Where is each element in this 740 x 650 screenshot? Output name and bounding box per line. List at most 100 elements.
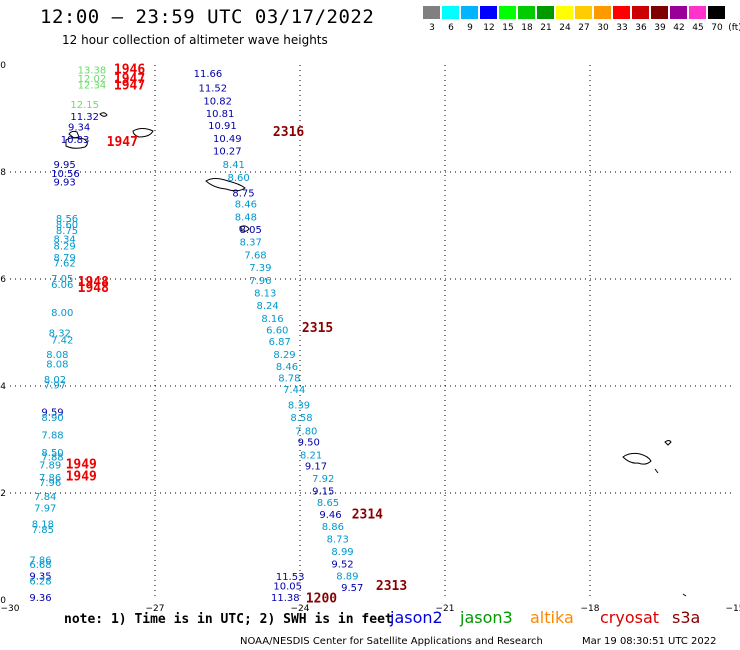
wave-height-value: 6.06: [51, 280, 73, 291]
wave-height-value: 7.92: [312, 474, 334, 485]
wave-height-value: 8.60: [56, 220, 78, 231]
pass-label: 1947: [107, 135, 138, 150]
wave-height-value: 11.32: [70, 112, 99, 123]
legend-swatch: [556, 6, 573, 19]
wave-height-value: 10.91: [208, 121, 237, 132]
wave-height-value: 8.58: [290, 413, 312, 424]
wave-height-value: 8.02: [44, 375, 66, 386]
wave-height-value: 7.80: [295, 426, 317, 437]
pass-label: 2313: [376, 579, 407, 594]
wave-height-value: 11.52: [199, 83, 228, 94]
wave-height-value: 8.34: [54, 234, 76, 245]
wave-height-value: 8.39: [288, 401, 310, 412]
lat-tick-label: 40: [0, 61, 6, 71]
wave-height-value: 12.02: [78, 74, 107, 85]
wave-height-value: 10.05: [273, 582, 302, 593]
wave-height-value: 8.99: [331, 547, 353, 558]
wave-height-value: 10.56: [51, 169, 80, 180]
island-terceira: [132, 128, 154, 138]
wave-height-value: 7.96: [249, 276, 271, 287]
legend-swatch: [423, 6, 440, 19]
lat-tick-label: 32: [0, 489, 6, 499]
mission-label: s3a: [672, 608, 701, 627]
pass-label: 1947: [114, 72, 145, 87]
pass-label: 1946: [114, 63, 145, 78]
wave-height-value: 7.97: [34, 503, 56, 514]
wave-height-value: 9.34: [68, 123, 90, 134]
island-flores: [68, 130, 80, 139]
wave-height-value: 6.28: [29, 577, 51, 588]
legend-swatch: [575, 6, 592, 19]
pass-label: 1948: [78, 275, 109, 290]
wave-height-value: 8.90: [41, 413, 63, 424]
mission-label: cryosat: [600, 608, 660, 627]
wave-height-value: 8.13: [254, 288, 276, 299]
pass-label: 1949: [66, 458, 97, 473]
lat-tick-label: 34: [0, 382, 6, 392]
wave-height-value: 8.48: [235, 212, 257, 223]
wave-height-value: 9.57: [341, 583, 363, 594]
wave-height-value: 9.50: [298, 438, 320, 449]
wave-height-value: 9.95: [54, 160, 76, 171]
pass-labels: 1946194719471947194819481949194923162315…: [66, 63, 408, 607]
legend-swatch: [518, 6, 535, 19]
lat-tick-label: 30: [0, 596, 6, 606]
wave-height-value: 6.87: [269, 337, 291, 348]
pass-label: 1200: [306, 591, 337, 606]
legend-label: 33: [616, 23, 628, 33]
wave-height-value: 9.35: [29, 571, 51, 582]
wave-height-value: 9.36: [29, 593, 51, 604]
map-grid: −30 −27 −24 −21 −18 −15 30 32 34 36 38 40: [0, 61, 740, 614]
lon-tick-label: −21: [436, 604, 455, 614]
wave-height-value: 8.56: [56, 214, 78, 225]
legend-swatch: [708, 6, 725, 19]
island-desertas: [654, 468, 659, 474]
wave-height-value: 8.60: [228, 173, 250, 184]
mission-label: altika: [530, 608, 574, 627]
wave-height-value: 8.29: [54, 241, 76, 252]
wave-height-value: 7.44: [283, 385, 305, 396]
legend-swatch: [461, 6, 478, 19]
legend-unit: (ft): [728, 23, 740, 33]
wave-height-value: 8.75: [232, 188, 254, 199]
legend-label: 36: [635, 23, 647, 33]
pass-label: 2316: [273, 125, 304, 140]
wave-height-value: 9.17: [305, 462, 327, 473]
wave-height-value: 12.34: [78, 80, 107, 91]
credit-line: NOAA/NESDIS Center for Satellite Applica…: [240, 636, 543, 647]
wave-height-value: 13.38: [78, 65, 107, 76]
footnote: note: 1) Time is in UTC; 2) SWH is in fe…: [64, 612, 393, 627]
wave-height-value: 7.88: [41, 431, 63, 442]
island-santa-maria: [239, 225, 250, 232]
lon-tick-label: −24: [291, 604, 310, 614]
wave-height-value: 11.66: [194, 69, 223, 80]
wave-height-value: 7.05: [51, 274, 73, 285]
legend-label: 18: [521, 23, 533, 33]
wave-height-value: 7.39: [249, 263, 271, 274]
wave-height-value: 8.05: [240, 225, 262, 236]
island-graciosa: [99, 112, 108, 117]
legend-label: 9: [467, 23, 473, 33]
wave-height-value: 7.62: [54, 258, 76, 269]
legend-swatch: [594, 6, 611, 19]
legend-label: 15: [502, 23, 514, 33]
legend-swatch: [613, 6, 630, 19]
land-outlines: [65, 112, 687, 597]
wave-height-value: 8.78: [278, 373, 300, 384]
lon-tick-label: −30: [1, 604, 20, 614]
wave-height-value: 8.08: [46, 350, 68, 361]
pass-label: 2314: [352, 507, 383, 522]
wave-height-value: 7.89: [39, 461, 61, 472]
wave-height-value: 8.41: [223, 160, 245, 171]
wave-height-value: 8.24: [257, 301, 279, 312]
wave-height-value: 7.86: [39, 473, 61, 484]
generated-timestamp: Mar 19 08:30:51 UTC 2022: [582, 636, 717, 647]
legend-swatch: [632, 6, 649, 19]
legend-label: 42: [673, 23, 685, 33]
pass-label: 1949: [66, 469, 97, 484]
wave-height-value: 7.42: [51, 335, 73, 346]
wave-height-value: 7.88: [41, 453, 63, 464]
mission-label: jason3: [460, 608, 513, 627]
wave-height-value: 10.81: [206, 109, 235, 120]
wave-height-value: 12.15: [70, 100, 99, 111]
